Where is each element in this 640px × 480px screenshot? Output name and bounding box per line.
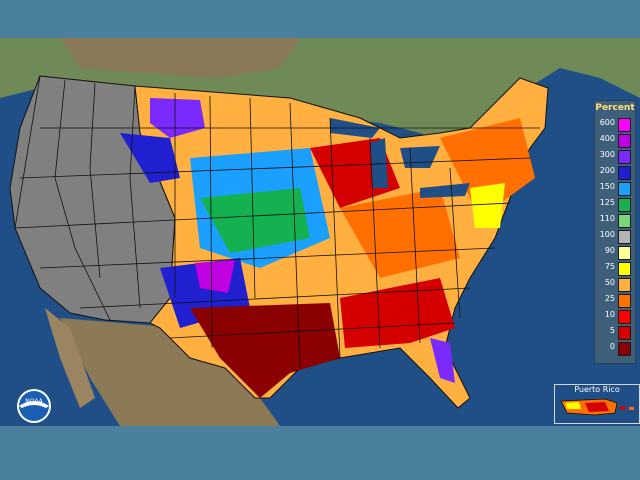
- legend-item: 125: [595, 197, 635, 212]
- baja-peninsula: [45, 308, 95, 408]
- legend-item: 75: [595, 261, 635, 276]
- legend-swatch: [618, 326, 631, 340]
- patch-northeast-orange: [440, 118, 535, 218]
- legend-swatch: [618, 230, 631, 244]
- legend-swatch: [618, 182, 631, 196]
- legend-item: 110: [595, 213, 635, 228]
- patch-kansas-green: [200, 188, 310, 253]
- legend-label: 50: [604, 278, 615, 287]
- legend-swatch: [618, 214, 631, 228]
- noaa-logo-icon: NOAA: [17, 389, 51, 423]
- legend-label: 100: [599, 230, 615, 239]
- legend-item: 150: [595, 181, 635, 196]
- legend-label: 150: [599, 182, 615, 191]
- legend-item: 300: [595, 149, 635, 164]
- legend-label: 600: [599, 118, 615, 127]
- puerto-rico-map: [560, 398, 634, 416]
- logo-text: NOAA: [25, 398, 43, 405]
- legend-swatch: [618, 278, 631, 292]
- inset-title: Puerto Rico: [574, 385, 620, 394]
- legend-item: 400: [595, 133, 635, 148]
- legend-label: 400: [599, 134, 615, 143]
- legend-label: 0: [609, 342, 615, 351]
- legend-swatch: [618, 166, 631, 180]
- legend-label: 300: [599, 150, 615, 159]
- legend-item: 600: [595, 117, 635, 132]
- legend-swatch: [618, 118, 631, 132]
- patch-florida-purple: [430, 338, 455, 383]
- legend-label: 10: [604, 310, 615, 319]
- puerto-rico-inset: Puerto Rico: [554, 384, 640, 424]
- legend-label: 5: [609, 326, 615, 335]
- legend-swatch: [618, 246, 631, 260]
- legend-item: 100: [595, 229, 635, 244]
- legend-swatch: [618, 310, 631, 324]
- mexico-landmass: [60, 318, 280, 426]
- legend-item: 25: [595, 293, 635, 308]
- legend-swatch: [618, 294, 631, 308]
- legend-label: 200: [599, 166, 615, 175]
- legend-swatch: [618, 150, 631, 164]
- legend-label: 25: [604, 294, 615, 303]
- legend-item: 0: [595, 341, 635, 356]
- legend-item: 50: [595, 277, 635, 292]
- patch-montana-blue: [120, 133, 180, 183]
- legend-swatch: [618, 262, 631, 276]
- patch-purple-south: [195, 260, 235, 293]
- legend: Percent 600 400 300 200 150 125 110 100 …: [594, 100, 636, 364]
- canada-highlands: [60, 38, 300, 78]
- patch-mid-atlantic-yellow: [470, 183, 505, 228]
- great-lakes: [330, 118, 470, 198]
- legend-label: 110: [599, 214, 615, 223]
- patch-southeast-red: [340, 278, 455, 348]
- precipitation-map: [0, 38, 640, 426]
- legend-swatch: [618, 134, 631, 148]
- legend-item: 10: [595, 309, 635, 324]
- legend-item: 90: [595, 245, 635, 260]
- patch-texas-drought: [190, 303, 340, 398]
- map-frame: [0, 38, 640, 426]
- legend-swatch: [618, 198, 631, 212]
- legend-item: 5: [595, 325, 635, 340]
- legend-label: 125: [599, 198, 615, 207]
- legend-swatch: [618, 342, 631, 356]
- legend-label: 90: [604, 246, 615, 255]
- legend-label: 75: [604, 262, 615, 271]
- legend-item: 200: [595, 165, 635, 180]
- state-boundaries: [14, 75, 540, 369]
- legend-title: Percent: [595, 103, 635, 113]
- patch-ohio-orange: [340, 188, 460, 278]
